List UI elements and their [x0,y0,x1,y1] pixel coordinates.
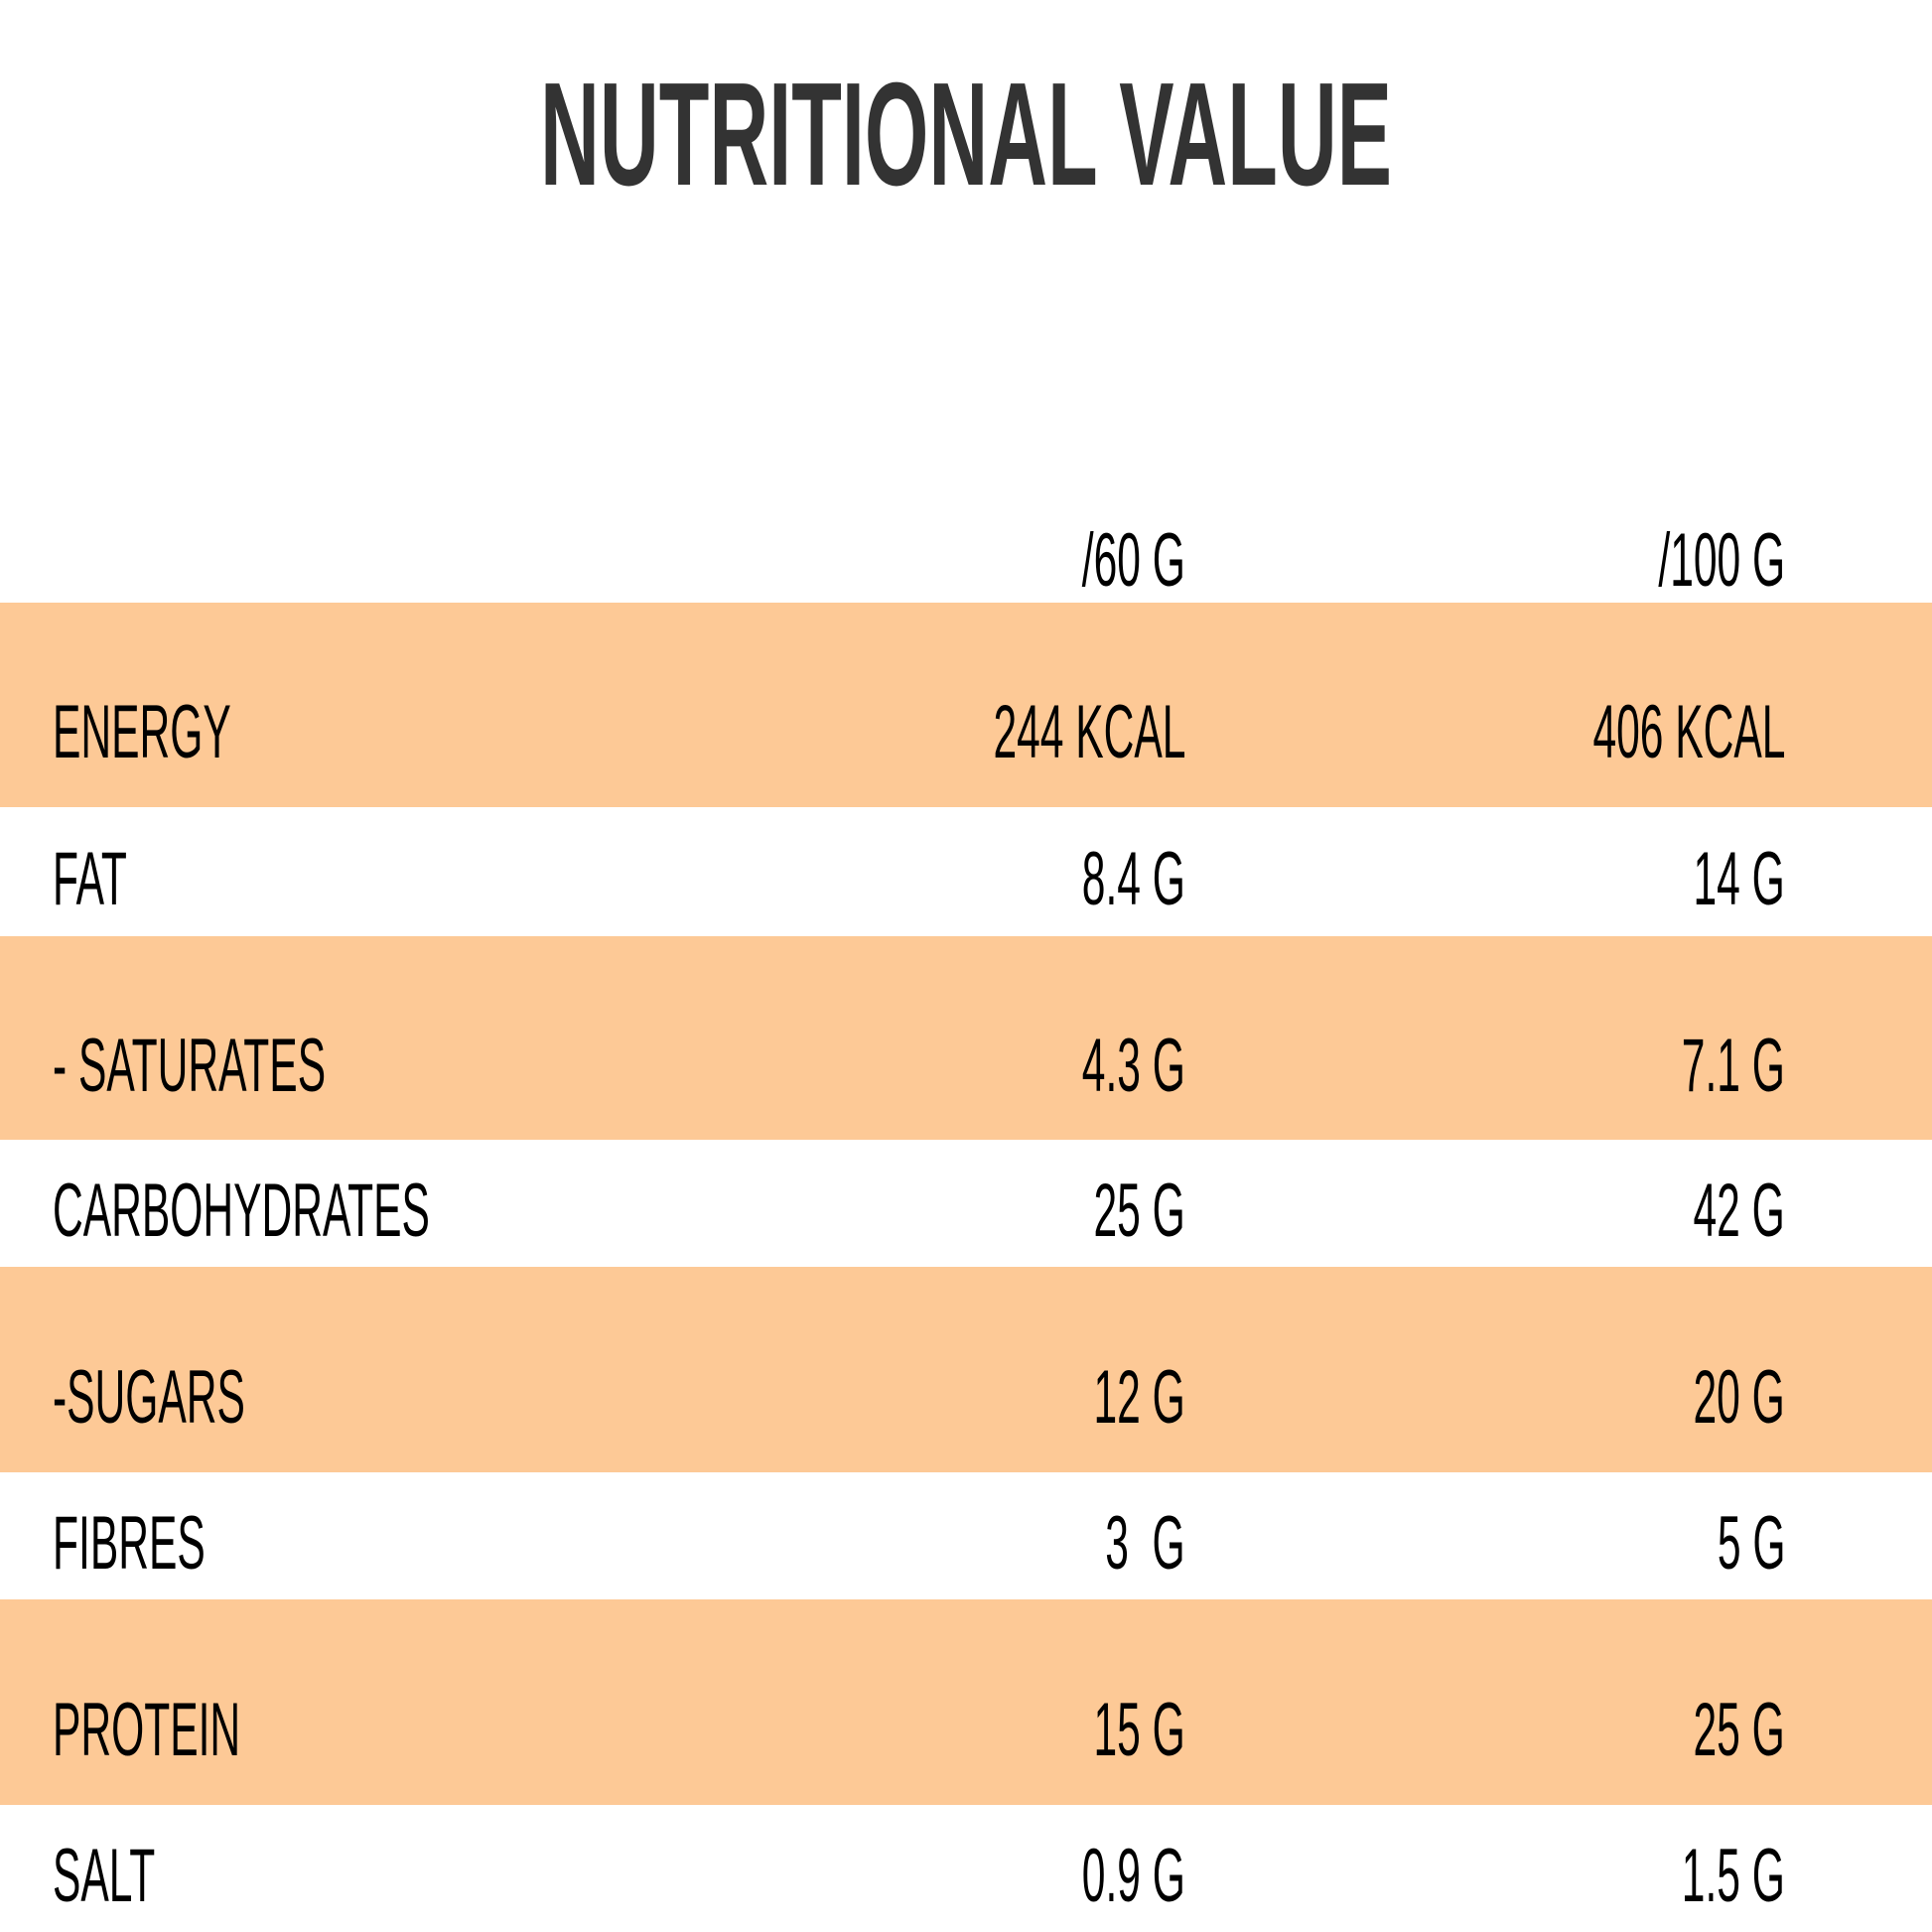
table-row: ENERGY 244 KCAL 406 KCAL [0,603,1932,807]
value-per-100g: 406 KCAL [1591,690,1785,774]
value-per-60g: 12 G [1093,1354,1185,1440]
value-per-60g: 0.9 G [1081,1834,1185,1918]
table-row: SALT 0.9 G 1.5 G [0,1805,1932,1932]
nutrient-label: PROTEIN [53,1687,241,1772]
nutrient-label: - SATURATES [53,1023,327,1108]
value-per-60g: 4.3 G [1081,1023,1185,1108]
nutrient-label: CARBOHYDRATES [53,1169,430,1253]
value-per-60g: 15 G [1093,1687,1185,1772]
nutrient-label: FIBRES [53,1501,206,1586]
value-per-100g: 5 G [1717,1501,1785,1586]
value-per-100g: 1.5 G [1681,1834,1785,1918]
column-header-per-100g: /100 G [1658,518,1785,603]
nutrient-label: -SUGARS [53,1354,245,1440]
value-per-100g: 7.1 G [1681,1023,1785,1108]
value-per-60g: 8.4 G [1081,837,1185,921]
table-row: FIBRES 3 G 5 G [0,1472,1932,1599]
value-per-100g: 14 G [1693,837,1785,921]
table-row: CARBOHYDRATES 25 G 42 G [0,1140,1932,1267]
table-row: PROTEIN 15 G 25 G [0,1599,1932,1805]
nutrient-label: FAT [53,837,127,921]
page-title: NUTRITIONAL VALUE [540,53,1392,216]
value-per-100g: 42 G [1693,1169,1785,1253]
nutrient-label: SALT [53,1834,156,1918]
value-per-60g: 244 KCAL [992,690,1185,774]
value-per-100g: 25 G [1693,1687,1785,1772]
column-header-row: /60 G /100 G [0,523,1932,599]
table-row: FAT 8.4 G 14 G [0,807,1932,936]
nutrient-label: ENERGY [53,690,231,774]
value-per-60g: 25 G [1093,1169,1185,1253]
table-row: - SATURATES 4.3 G 7.1 G [0,936,1932,1140]
table-row: -SUGARS 12 G 20 G [0,1267,1932,1472]
column-header-per-60g: /60 G [1081,518,1185,603]
value-per-100g: 20 G [1693,1354,1785,1440]
value-per-60g: 3 G [1105,1501,1185,1586]
